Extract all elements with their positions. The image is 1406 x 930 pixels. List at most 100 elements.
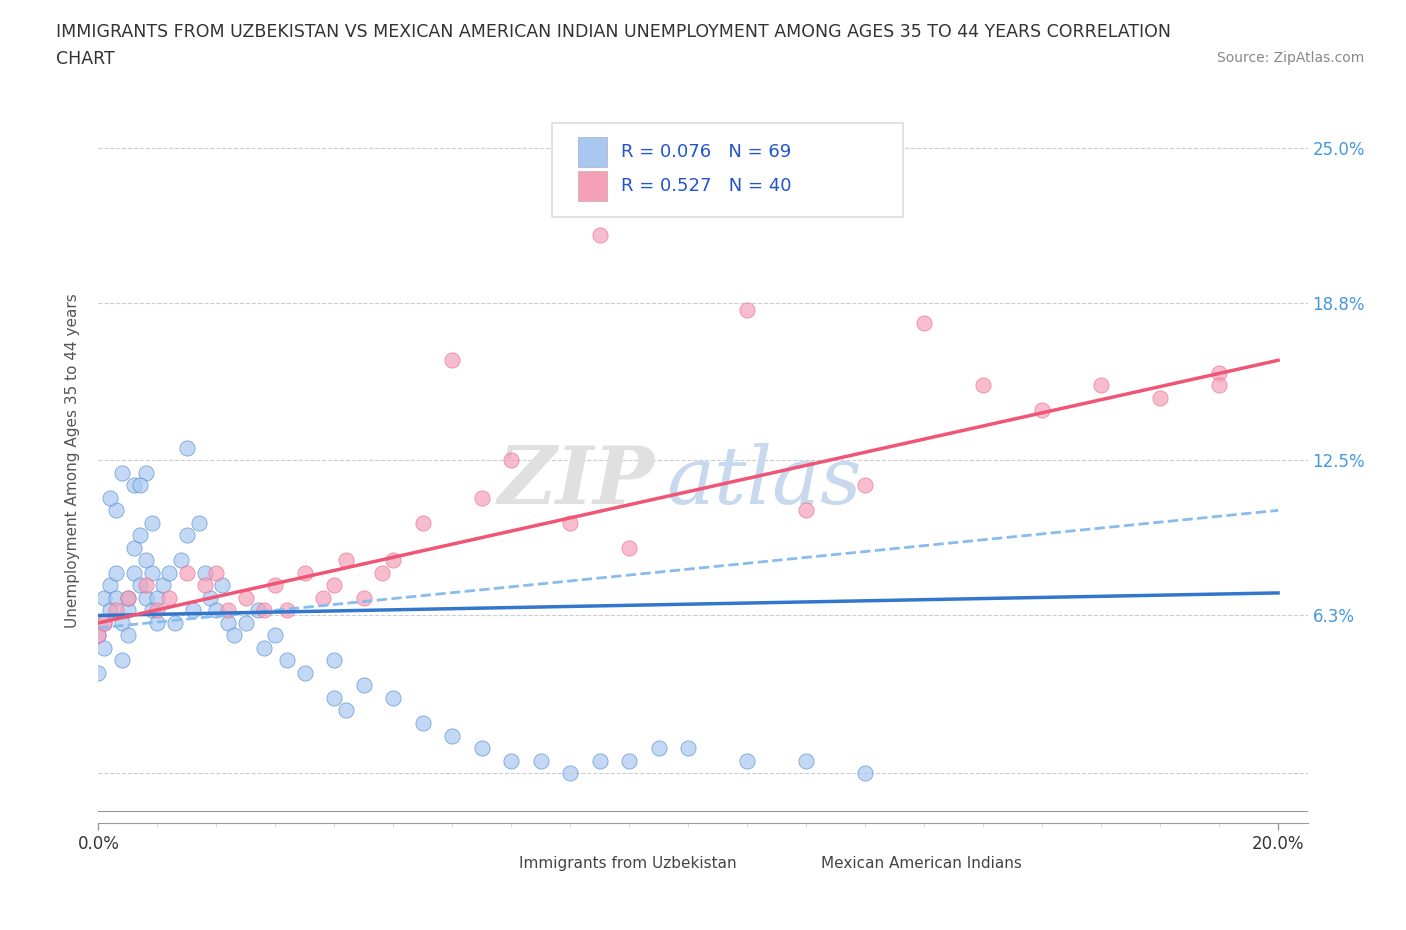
Point xyxy=(501,753,523,768)
Point xyxy=(853,765,876,780)
Point xyxy=(157,565,180,580)
Point xyxy=(128,478,150,493)
Point xyxy=(222,628,245,643)
Point xyxy=(98,490,121,505)
Point xyxy=(294,565,316,580)
Point xyxy=(353,591,375,605)
Point xyxy=(530,753,553,768)
Point xyxy=(382,553,405,568)
Point xyxy=(912,315,935,330)
Point xyxy=(87,628,110,643)
Point xyxy=(205,565,228,580)
Point xyxy=(117,591,139,605)
Text: atlas: atlas xyxy=(666,444,862,521)
Point xyxy=(235,616,257,631)
Point xyxy=(276,653,298,668)
Point xyxy=(93,616,115,631)
Point xyxy=(217,603,239,618)
Point xyxy=(735,303,758,318)
Point xyxy=(235,591,257,605)
Point xyxy=(311,591,333,605)
Point xyxy=(135,465,157,480)
Point xyxy=(135,578,157,592)
Point xyxy=(501,453,523,468)
Point xyxy=(176,441,198,456)
Point xyxy=(141,565,163,580)
Point xyxy=(176,565,198,580)
Point xyxy=(217,616,239,631)
Point xyxy=(370,565,392,580)
Point xyxy=(141,603,163,618)
Point xyxy=(1208,365,1230,380)
Point xyxy=(170,553,193,568)
Point xyxy=(972,378,994,392)
Point xyxy=(117,591,139,605)
Point xyxy=(93,616,115,631)
Point xyxy=(441,728,464,743)
Point xyxy=(141,515,163,530)
Text: R = 0.527   N = 40: R = 0.527 N = 40 xyxy=(621,177,792,195)
Text: Immigrants from Uzbekistan: Immigrants from Uzbekistan xyxy=(519,857,737,871)
Point xyxy=(619,540,641,555)
Text: IMMIGRANTS FROM UZBEKISTAN VS MEXICAN AMERICAN INDIAN UNEMPLOYMENT AMONG AGES 35: IMMIGRANTS FROM UZBEKISTAN VS MEXICAN AM… xyxy=(56,23,1171,68)
FancyBboxPatch shape xyxy=(578,137,607,167)
Point xyxy=(335,553,357,568)
Point xyxy=(93,591,115,605)
Point xyxy=(252,641,274,656)
Point xyxy=(853,478,876,493)
Point xyxy=(471,490,494,505)
Point xyxy=(152,578,174,592)
Point xyxy=(87,666,110,681)
Point xyxy=(678,740,700,755)
Point xyxy=(441,352,464,367)
Point xyxy=(135,591,157,605)
Point xyxy=(98,578,121,592)
FancyBboxPatch shape xyxy=(578,171,607,202)
Point xyxy=(117,603,139,618)
Point xyxy=(412,515,434,530)
FancyBboxPatch shape xyxy=(780,849,810,878)
Point xyxy=(181,603,204,618)
Point xyxy=(252,603,274,618)
Point xyxy=(794,503,817,518)
Point xyxy=(323,578,346,592)
Point xyxy=(122,478,145,493)
Point xyxy=(648,740,671,755)
FancyBboxPatch shape xyxy=(478,849,508,878)
Point xyxy=(105,603,128,618)
Point xyxy=(211,578,233,592)
Point xyxy=(98,603,121,618)
Point xyxy=(589,228,612,243)
Point xyxy=(264,578,287,592)
Point xyxy=(353,678,375,693)
Point xyxy=(194,565,217,580)
Point xyxy=(93,641,115,656)
Point xyxy=(117,628,139,643)
Text: Mexican American Indians: Mexican American Indians xyxy=(821,857,1022,871)
Point xyxy=(105,503,128,518)
Point xyxy=(294,666,316,681)
Point xyxy=(111,465,134,480)
Point xyxy=(165,616,187,631)
Point xyxy=(382,691,405,706)
Point xyxy=(157,591,180,605)
Point xyxy=(205,603,228,618)
Text: ZIP: ZIP xyxy=(498,444,655,521)
Point xyxy=(735,753,758,768)
Point xyxy=(87,628,110,643)
Point xyxy=(128,578,150,592)
Point xyxy=(412,715,434,730)
Point xyxy=(194,578,217,592)
Point xyxy=(335,703,357,718)
Point xyxy=(200,591,222,605)
Point xyxy=(146,591,169,605)
Point xyxy=(128,528,150,543)
Point xyxy=(187,515,209,530)
Y-axis label: Unemployment Among Ages 35 to 44 years: Unemployment Among Ages 35 to 44 years xyxy=(65,293,80,628)
Point xyxy=(1149,391,1171,405)
Point xyxy=(246,603,269,618)
Point xyxy=(471,740,494,755)
Point xyxy=(589,753,612,768)
Point xyxy=(276,603,298,618)
Point xyxy=(794,753,817,768)
